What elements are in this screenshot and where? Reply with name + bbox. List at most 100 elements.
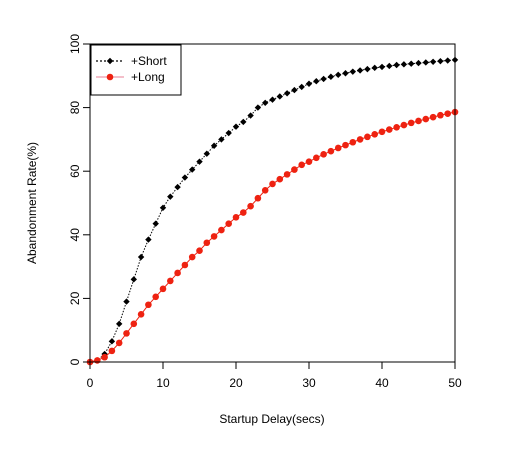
- data-point: [261, 186, 269, 194]
- data-point: [137, 311, 145, 318]
- data-point: [254, 194, 262, 202]
- data-point: [386, 126, 393, 133]
- data-point: [152, 220, 159, 227]
- data-point: [218, 226, 225, 234]
- data-point: [291, 166, 298, 173]
- x-axis-title: Startup Delay(secs): [219, 412, 324, 426]
- y-axis: 0 20 40 60 80 100: [68, 34, 90, 365]
- plot-area: [86, 56, 459, 366]
- data-point: [444, 110, 452, 117]
- legend-marker: [106, 57, 114, 65]
- data-point: [371, 64, 378, 72]
- data-point: [320, 75, 327, 83]
- data-point: [408, 60, 415, 67]
- data-point: [313, 78, 320, 85]
- data-point: [225, 129, 232, 137]
- data-point: [181, 174, 189, 181]
- data-point: [196, 247, 203, 254]
- data-point: [334, 144, 342, 152]
- y-tick-label: 0: [68, 358, 82, 365]
- data-point: [342, 141, 349, 149]
- data-point: [203, 150, 210, 157]
- x-tick-label: 20: [229, 376, 243, 390]
- series-long: [86, 108, 459, 366]
- data-point: [422, 59, 429, 66]
- data-point: [108, 338, 116, 345]
- data-point: [196, 158, 203, 165]
- data-point: [247, 202, 254, 210]
- data-point: [371, 131, 379, 138]
- data-point: [210, 142, 218, 149]
- data-point: [429, 113, 437, 121]
- data-point: [283, 171, 291, 178]
- data-point: [349, 138, 357, 146]
- data-point: [145, 301, 152, 309]
- data-point: [232, 214, 240, 221]
- data-point: [269, 96, 276, 103]
- data-point: [181, 261, 189, 269]
- data-point: [152, 293, 159, 301]
- x-tick-label: 10: [156, 376, 170, 390]
- x-tick-label: 30: [302, 376, 316, 390]
- data-point: [400, 121, 408, 129]
- y-axis-title: Abandonment Rate(%): [25, 142, 39, 264]
- data-point: [262, 99, 269, 107]
- data-point: [159, 285, 167, 293]
- data-point: [94, 357, 101, 364]
- x-tick-label: 0: [87, 376, 94, 390]
- legend-item-short: +Short: [96, 54, 167, 68]
- data-point: [269, 180, 276, 188]
- data-point: [437, 111, 444, 119]
- data-point: [232, 123, 240, 130]
- data-point: [254, 104, 262, 111]
- data-point: [335, 71, 342, 79]
- series-short: [86, 56, 459, 366]
- data-point: [240, 118, 247, 126]
- data-point: [415, 117, 422, 125]
- legend-box: [90, 44, 182, 96]
- y-tick-label: 80: [68, 101, 82, 115]
- data-point: [356, 67, 364, 74]
- data-point: [378, 63, 386, 71]
- data-point: [101, 353, 108, 361]
- data-point: [342, 70, 349, 77]
- data-point: [174, 183, 181, 191]
- data-point: [305, 158, 313, 165]
- data-point: [145, 236, 152, 243]
- data-point: [356, 136, 364, 143]
- data-point: [240, 209, 247, 216]
- data-point: [116, 320, 123, 328]
- data-point: [247, 112, 254, 119]
- x-tick-label: 40: [375, 376, 389, 390]
- plot-frame: [89, 43, 456, 363]
- data-point: [298, 83, 305, 91]
- data-point: [422, 115, 430, 123]
- data-point: [364, 65, 371, 73]
- data-point: [210, 233, 218, 240]
- data-point: [167, 193, 174, 200]
- data-point: [123, 298, 130, 305]
- legend-marker: [106, 73, 114, 81]
- data-point: [188, 253, 196, 261]
- series-line: [89, 59, 456, 363]
- data-point: [444, 57, 451, 64]
- data-point: [159, 204, 167, 211]
- data-point: [393, 124, 400, 131]
- data-point: [130, 276, 137, 283]
- x-tick-label: 50: [448, 376, 462, 390]
- data-point: [364, 133, 371, 141]
- data-point: [327, 73, 335, 80]
- data-point: [349, 68, 356, 75]
- data-point: [276, 93, 283, 100]
- data-point: [218, 136, 225, 143]
- legend-item-long: +Long: [96, 70, 165, 84]
- data-point: [283, 90, 291, 97]
- data-point: [137, 253, 145, 261]
- y-tick-label: 60: [68, 164, 82, 178]
- legend-label: +Long: [131, 70, 165, 84]
- legend-label: +Short: [131, 54, 167, 68]
- data-point: [174, 269, 181, 277]
- data-point: [415, 59, 422, 67]
- data-point: [291, 86, 298, 94]
